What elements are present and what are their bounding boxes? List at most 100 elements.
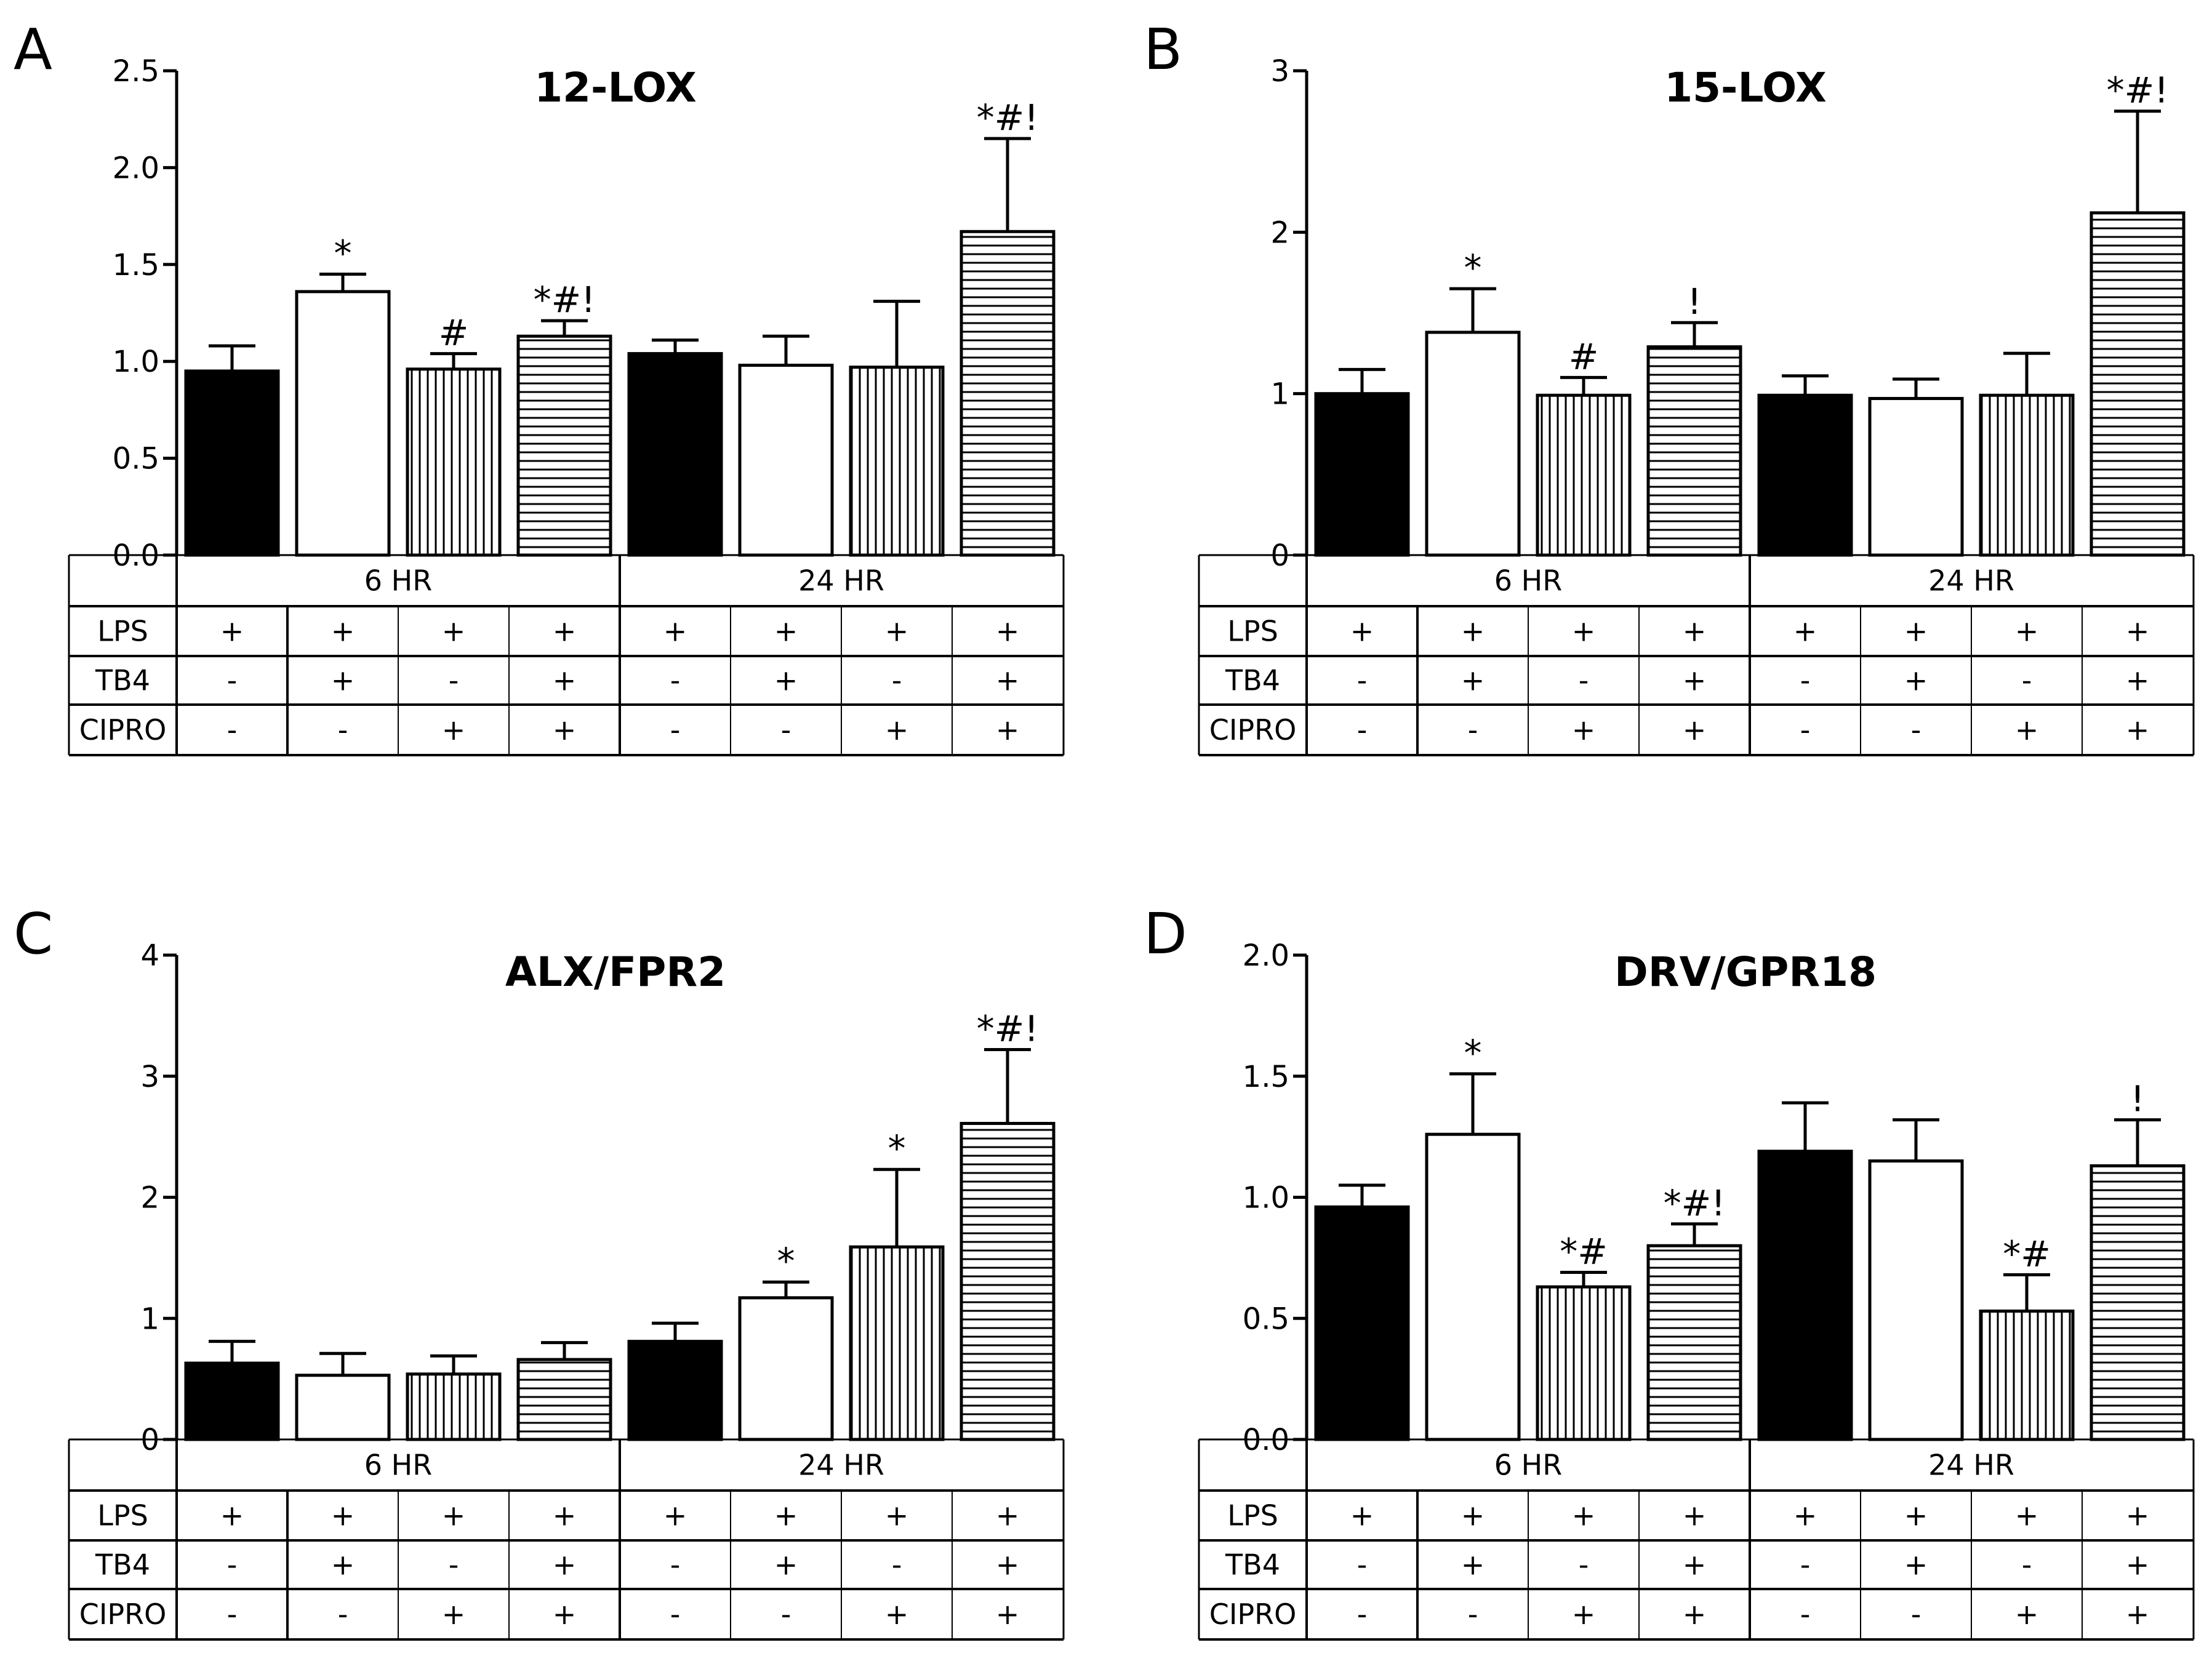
significance-label: *#! [534,279,596,321]
condition-sign: - [670,1548,681,1582]
bar [184,369,280,557]
condition-sign: - [892,664,902,697]
condition-sign: + [1904,664,1928,697]
bar [627,1340,723,1441]
condition-sign: + [1683,615,1707,648]
bar [960,230,1056,557]
condition-sign: + [1461,664,1485,697]
y-tick-label: 2.0 [113,151,159,185]
condition-table: 6 HR 24 HR LPS + + + + + + + + TB4 - + - + - + - + CIPRO - - + +… [1198,554,2195,756]
condition-sign: + [996,1598,1020,1631]
condition-sign: - [338,1598,348,1631]
condition-sign: + [442,1499,466,1532]
condition-sign: + [1683,1598,1707,1631]
condition-sign: + [1904,1548,1928,1582]
condition-sign: + [774,1499,798,1532]
condition-sign: + [1572,615,1596,648]
condition-sign: + [1683,1548,1707,1582]
condition-sign: + [553,713,577,746]
condition-sign: + [442,713,466,746]
condition-sign: - [1911,713,1921,746]
group-label: 6 HR [1494,564,1562,598]
bar [406,1372,502,1441]
chart-title: DRV/GPR18 [1614,948,1877,996]
condition-sign: - [1357,664,1368,697]
group-label: 24 HR [798,1449,884,1482]
y-tick-label: 2.0 [1243,939,1289,973]
condition-sign: + [663,615,687,648]
bar [1979,393,2075,557]
condition-sign: + [1461,1548,1485,1582]
row-label: TB4 [1225,664,1280,697]
condition-sign: + [331,664,355,697]
condition-sign: - [227,1548,238,1582]
significance-label: * [334,233,352,274]
condition-sign: - [1911,1598,1921,1631]
condition-sign: - [227,1598,238,1631]
condition-sign: + [442,1598,466,1631]
bar [1314,392,1410,557]
row-label: CIPRO [1209,713,1297,746]
bar [406,367,502,557]
condition-sign: - [1357,1598,1368,1631]
condition-sign: + [1350,1499,1374,1532]
panel-letter: C [14,901,53,967]
condition-sign: + [1572,713,1596,746]
condition-sign: + [1461,615,1485,648]
condition-sign: + [1350,615,1374,648]
significance-label: # [439,312,469,354]
chart-title: 12-LOX [534,64,697,111]
bar [1757,393,1853,557]
bar [1646,1244,1742,1441]
bar [1868,397,1964,557]
chart-title: ALX/FPR2 [505,948,726,996]
condition-sign: + [1683,664,1707,697]
bar [295,1374,391,1441]
panel-letter: B [1144,17,1182,82]
row-label: TB4 [95,664,150,697]
condition-sign: + [220,615,244,648]
condition-sign: - [670,1598,681,1631]
row-label: TB4 [95,1548,150,1582]
panel-letter: A [14,17,52,82]
condition-sign: - [781,1598,791,1631]
y-tick-label: 1 [140,1302,159,1336]
condition-sign: + [553,615,577,648]
row-label: CIPRO [79,713,167,746]
condition-sign: - [2022,664,2032,697]
condition-sign: + [553,1548,577,1582]
condition-sign: + [1461,1499,1485,1532]
condition-sign: + [996,713,1020,746]
condition-sign: + [885,1499,909,1532]
y-tick-label: 1.0 [1243,1181,1289,1215]
row-label: LPS [97,615,148,648]
bar [1536,393,1632,557]
condition-sign: + [885,713,909,746]
condition-sign: + [663,1499,687,1532]
condition-sign: + [2015,713,2039,746]
row-label: LPS [1227,1499,1278,1532]
condition-sign: - [781,713,791,746]
condition-sign: - [1357,713,1368,746]
bar [738,363,834,557]
panel-letter: D [1144,901,1187,967]
condition-sign: - [670,664,681,697]
significance-label: * [777,1240,795,1282]
condition-sign: - [1800,1598,1811,1631]
bar [1314,1205,1410,1441]
condition-sign: + [885,1598,909,1631]
condition-sign: + [2126,1598,2150,1631]
y-tick-label: 1.5 [1243,1060,1289,1094]
significance-label: * [1464,247,1482,289]
significance-label: *#! [1664,1182,1726,1224]
significance-label: *# [2003,1233,2051,1275]
group-label: 24 HR [798,564,884,598]
condition-sign: + [553,1598,577,1631]
bar [184,1361,280,1441]
condition-sign: + [774,1548,798,1582]
bar [1425,330,1521,557]
condition-sign: + [774,615,798,648]
condition-sign: + [1904,1499,1928,1532]
condition-sign: + [885,615,909,648]
condition-sign: - [892,1548,902,1582]
